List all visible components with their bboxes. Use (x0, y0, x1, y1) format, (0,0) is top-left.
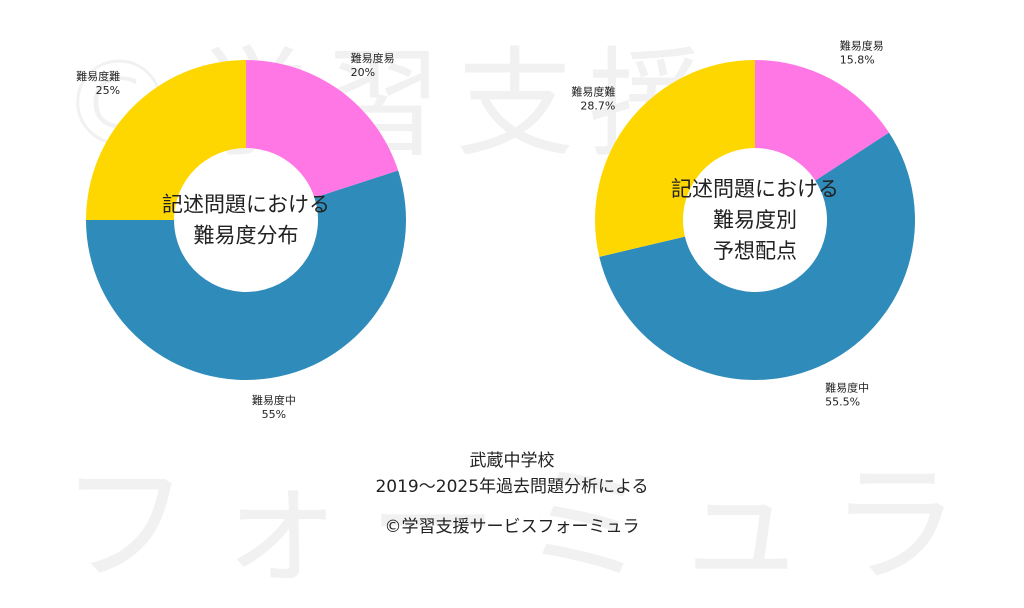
slice-name: 難易度中 (825, 381, 869, 395)
school-name: 武蔵中学校 (469, 451, 555, 471)
donut-slice (599, 132, 915, 381)
donut-chart-right-svg: 難易度易 15.8% 難易度中 55.5% 難易度難 28.7% 記述問題における難易度別予… (571, 38, 915, 409)
slice-label: 難易度難 28.7% (571, 85, 615, 113)
center-title-line: 難易度別 (713, 208, 797, 232)
donut-slice (86, 170, 406, 380)
slice-name: 難易度難 (571, 85, 615, 99)
slice-value: 25% (96, 84, 120, 97)
center-title-line: 記述問題における (671, 177, 839, 201)
slice-label: 難易度中 55.5% (825, 381, 869, 409)
center-title-line: 難易度分布 (194, 224, 299, 248)
donut-slice (755, 60, 890, 181)
center-title-line: 記述問題における (162, 193, 330, 217)
slice-value: 20% (351, 66, 375, 79)
slice-value: 15.8% (840, 53, 875, 66)
center-title-line: 予想配点 (713, 239, 797, 263)
donut-slice (246, 60, 399, 198)
slice-name: 難易度易 (351, 51, 395, 65)
source-note: 2019～2025年過去問題分析による (375, 477, 649, 497)
slice-value: 55.5% (825, 396, 860, 409)
donut-slice (595, 60, 755, 257)
donut-slice (86, 60, 246, 220)
footer: 武蔵中学校 2019～2025年過去問題分析による ©学習支援サービスフォーミュ… (0, 448, 1024, 540)
slice-label: 難易度易 20% (351, 51, 395, 79)
slice-name: 難易度中 (252, 393, 296, 407)
slice-name: 難易度難 (76, 69, 120, 83)
slice-name: 難易度易 (840, 38, 884, 52)
donut-chart-difficulty-distribution: 難易度易 20% 難易度中 55% 難易度難 25% 記述問題における 難易度分布 (26, 30, 466, 421)
donut-chart-expected-points: 難易度易 15.8% 難易度中 55.5% 難易度難 28.7% 記述問題における 難易度別予… (535, 30, 975, 410)
slice-value: 55% (262, 408, 286, 421)
slice-label: 難易度易 15.8% (840, 38, 884, 66)
slice-label: 難易度中 55% (252, 393, 296, 421)
slice-label: 難易度難 25% (76, 69, 120, 97)
slice-value: 28.7% (580, 100, 615, 113)
copyright: ©学習支援サービスフォーミュラ (384, 517, 640, 537)
